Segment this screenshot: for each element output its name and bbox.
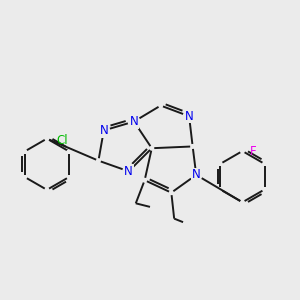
Text: N: N bbox=[192, 168, 201, 182]
Text: F: F bbox=[250, 145, 257, 158]
Text: N: N bbox=[130, 115, 138, 128]
Text: Cl: Cl bbox=[57, 134, 68, 146]
Text: N: N bbox=[185, 110, 194, 123]
Text: N: N bbox=[124, 165, 133, 178]
Text: N: N bbox=[99, 124, 108, 137]
